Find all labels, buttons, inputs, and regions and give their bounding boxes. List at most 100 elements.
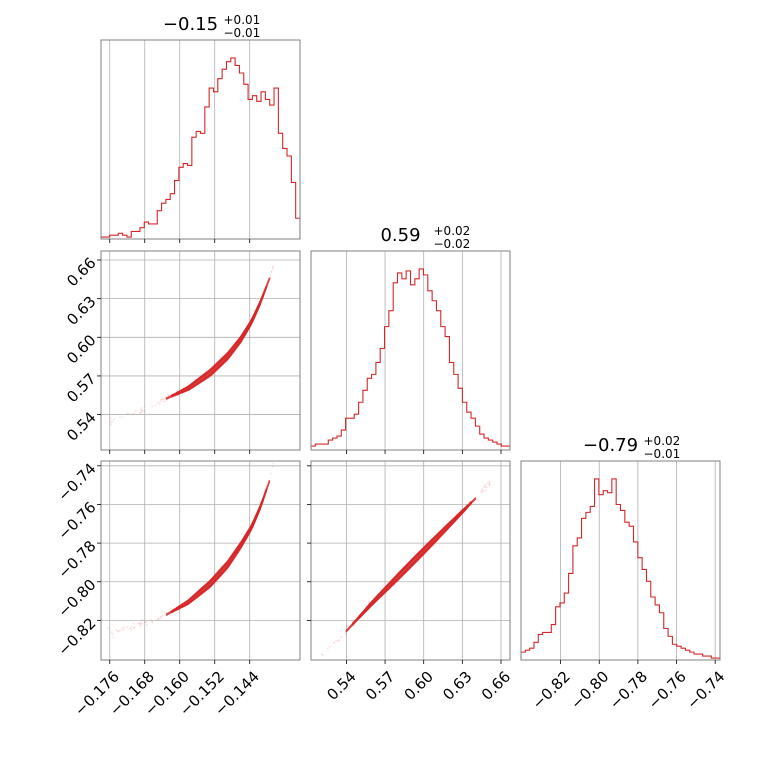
- y-tick-label: −0.80: [54, 576, 99, 621]
- scatter-point: [117, 630, 120, 633]
- scatter-point: [181, 394, 184, 396]
- scatter-point: [167, 394, 170, 397]
- scatter-point: [112, 636, 115, 639]
- scatter-point: [328, 645, 331, 648]
- histogram-step: [101, 57, 300, 239]
- scatter-point: [143, 621, 146, 623]
- x-tick-label: −0.80: [567, 668, 612, 713]
- title-minus: −0.02: [434, 237, 471, 251]
- scatter-point: [126, 412, 128, 415]
- panel-plot-area: [311, 461, 510, 660]
- scatter-point: [111, 421, 114, 423]
- x-tick-label: 0.66: [478, 668, 514, 704]
- scatter-point: [158, 402, 161, 405]
- x-tick-label: 0.54: [323, 668, 359, 704]
- scatter-point: [169, 607, 172, 610]
- scatter-point: [151, 620, 154, 623]
- panel-title-3: −0.79 +0.02−0.01: [583, 434, 680, 461]
- scatter-point: [119, 629, 121, 632]
- panel-title-1: −0.15 +0.01−0.01: [163, 13, 260, 40]
- scatter-point: [338, 639, 341, 642]
- scatter-point: [484, 483, 487, 486]
- panel-plot-area: [101, 461, 300, 660]
- scatter-point: [481, 488, 483, 491]
- histogram-step: [521, 478, 720, 660]
- panel-plot-area: [101, 40, 300, 239]
- panel-2-2: [310, 250, 511, 454]
- scatter-point: [109, 417, 112, 420]
- scatter-point: [488, 482, 491, 484]
- x-tick-label: −0.82: [529, 668, 574, 713]
- scatter-point: [139, 622, 142, 624]
- scatter-point: [335, 639, 338, 642]
- scatter-point: [119, 416, 121, 419]
- scatter-point: [344, 631, 347, 634]
- scatter-point: [162, 398, 165, 401]
- y-tick-label: −0.82: [54, 614, 99, 659]
- scatter-point: [333, 641, 336, 644]
- panel-1-1: [100, 39, 301, 243]
- panel-3-1: [97, 460, 301, 664]
- y-tick-label: −0.74: [54, 460, 99, 505]
- panel-frame: [520, 460, 721, 661]
- scatter-point: [136, 622, 139, 625]
- scatter-point: [139, 411, 142, 414]
- scatter-point: [111, 633, 114, 636]
- scatter-point: [486, 482, 489, 485]
- scatter-point: [130, 628, 133, 631]
- scatter-point: [160, 615, 163, 618]
- panel-frame: [100, 460, 301, 661]
- panel-2-1: [97, 250, 301, 454]
- title-value: −0.79: [583, 435, 638, 456]
- scatter-point: [269, 277, 272, 279]
- scatter-point: [165, 399, 168, 402]
- y-tick-label: 0.60: [63, 331, 99, 367]
- panel-frame: [310, 250, 511, 451]
- scatter-point: [488, 483, 491, 486]
- scatter-point: [272, 462, 275, 465]
- scatter-point: [483, 485, 486, 487]
- scatter-point: [162, 400, 165, 403]
- scatter-point: [481, 489, 484, 492]
- panel-plot-area: [311, 251, 510, 450]
- scatter-point: [159, 617, 162, 620]
- scatter-point: [271, 466, 274, 468]
- density-contour: [165, 480, 271, 616]
- scatter-point: [140, 409, 143, 412]
- x-tick-label: −0.74: [683, 668, 728, 713]
- y-tick-label: 0.63: [63, 292, 99, 328]
- scatter-point: [482, 490, 485, 492]
- scatter-point: [169, 613, 172, 616]
- scatter-point: [113, 418, 115, 421]
- scatter-point: [368, 601, 371, 604]
- scatter-point: [176, 389, 179, 392]
- y-tick-label: −0.78: [54, 537, 99, 582]
- x-tick-label: 0.57: [362, 668, 398, 704]
- panel-frame: [310, 460, 511, 661]
- panel-frame: [100, 39, 301, 240]
- scatter-point: [156, 618, 159, 621]
- y-tick-label: 0.66: [63, 254, 99, 290]
- scatter-point: [480, 491, 482, 493]
- y-tick-label: 0.54: [63, 408, 99, 444]
- x-tick-label: 0.63: [439, 668, 475, 704]
- scatter-point: [484, 486, 487, 489]
- scatter-point: [157, 617, 160, 620]
- density-contour: [170, 285, 268, 398]
- panel-plot-area: [521, 461, 720, 660]
- scatter-point: [139, 625, 142, 627]
- scatter-point: [110, 423, 112, 426]
- scatter-point: [140, 619, 143, 622]
- scatter-point: [127, 412, 130, 415]
- scatter-point: [368, 601, 371, 604]
- panel-plot-area: [101, 251, 300, 450]
- x-tick-label: 0.60: [401, 668, 437, 704]
- scatter-point: [122, 628, 125, 631]
- scatter-point: [161, 614, 164, 616]
- panel-title-2: 0.59 +0.02−0.02: [380, 224, 470, 251]
- x-tick-label: −0.78: [606, 668, 651, 713]
- density-contour: [181, 300, 261, 394]
- histogram-step: [311, 268, 510, 450]
- scatter-point: [488, 484, 491, 487]
- title-plus: +0.01: [224, 13, 261, 27]
